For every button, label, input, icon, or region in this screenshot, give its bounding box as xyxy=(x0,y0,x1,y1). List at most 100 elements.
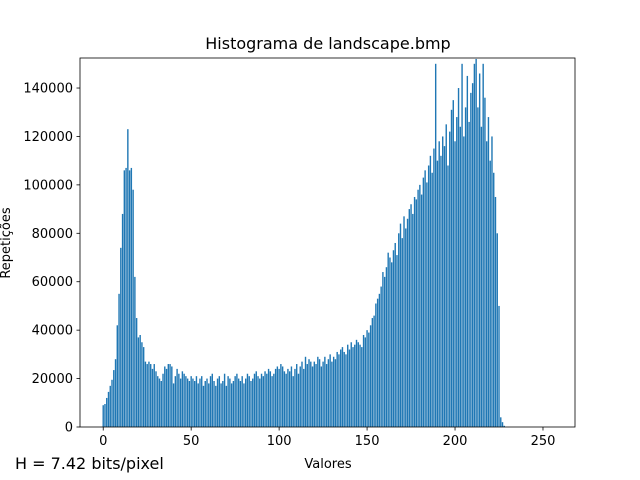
bar xyxy=(373,315,375,427)
bar xyxy=(368,332,370,427)
bar xyxy=(498,305,500,427)
bar xyxy=(174,376,177,427)
bar xyxy=(464,107,467,427)
bar xyxy=(419,184,421,427)
bar xyxy=(339,349,342,427)
bar xyxy=(236,373,238,427)
bar xyxy=(410,204,412,427)
bar xyxy=(287,368,289,427)
bar xyxy=(311,366,314,427)
bar xyxy=(144,361,147,427)
bar xyxy=(185,376,187,427)
bar xyxy=(186,378,189,427)
bar xyxy=(150,364,152,427)
bar xyxy=(158,378,161,427)
bar xyxy=(354,344,356,427)
bar xyxy=(401,238,403,427)
bar xyxy=(496,233,498,427)
bar xyxy=(146,364,148,427)
bar xyxy=(452,100,454,428)
bar xyxy=(153,364,155,427)
bar xyxy=(350,342,352,427)
bar xyxy=(106,397,108,427)
x-tick-label: 0 xyxy=(99,434,107,449)
bar xyxy=(257,376,259,427)
bar xyxy=(296,364,298,427)
bar xyxy=(359,344,361,427)
bar xyxy=(324,356,326,427)
bar xyxy=(347,344,349,427)
bar xyxy=(283,371,286,427)
bar xyxy=(477,107,479,427)
y-tick-label: 80000 xyxy=(32,227,73,242)
bar xyxy=(322,361,324,427)
bar xyxy=(142,347,145,427)
bar xyxy=(211,373,213,427)
bar xyxy=(123,170,126,428)
bar xyxy=(216,378,219,427)
bar xyxy=(501,422,504,427)
bar xyxy=(375,303,377,427)
bar xyxy=(491,136,493,427)
bar xyxy=(151,368,154,427)
bar xyxy=(202,385,205,427)
bar xyxy=(463,136,465,427)
bar xyxy=(417,189,419,427)
bar xyxy=(336,351,338,427)
bar xyxy=(329,354,331,427)
bar xyxy=(369,325,372,427)
bar xyxy=(155,371,157,427)
bar xyxy=(116,325,118,427)
bar xyxy=(480,126,483,427)
x-tick-label: 50 xyxy=(183,434,200,449)
bar xyxy=(450,109,453,427)
bar xyxy=(190,376,192,427)
bar xyxy=(165,368,168,427)
bar xyxy=(132,189,134,427)
bar xyxy=(457,88,460,427)
bar xyxy=(361,347,363,427)
y-tick-label: 120000 xyxy=(23,130,73,145)
bar xyxy=(183,373,185,427)
y-tick-label: 0 xyxy=(65,421,73,436)
bar xyxy=(213,380,215,427)
bar xyxy=(380,286,382,427)
bar xyxy=(449,131,451,427)
bar xyxy=(408,209,410,427)
bar xyxy=(442,136,444,427)
bar xyxy=(107,391,110,427)
bar xyxy=(485,141,488,428)
bar xyxy=(220,383,222,427)
bar xyxy=(201,376,203,427)
bar xyxy=(301,361,303,427)
bar xyxy=(364,337,367,427)
bar xyxy=(241,376,243,427)
bar xyxy=(215,385,217,427)
bar xyxy=(139,334,141,427)
bar xyxy=(454,141,456,428)
bar xyxy=(376,298,379,427)
bar xyxy=(227,376,229,427)
bar xyxy=(413,196,416,427)
bar xyxy=(167,364,170,427)
x-tick-label: 100 xyxy=(267,434,292,449)
bar xyxy=(412,213,414,427)
bar xyxy=(436,160,439,427)
bar xyxy=(487,117,490,428)
bar xyxy=(427,165,430,427)
bar xyxy=(385,267,388,427)
bar xyxy=(396,255,398,427)
bar xyxy=(405,228,407,427)
bar xyxy=(306,364,308,427)
bar xyxy=(325,364,328,427)
bar xyxy=(434,63,437,427)
bar xyxy=(160,380,162,427)
bar xyxy=(271,376,273,427)
bar xyxy=(320,366,323,427)
bar xyxy=(394,242,396,427)
bar xyxy=(102,405,104,427)
bar xyxy=(218,376,221,427)
x-axis-label: Valores xyxy=(304,457,351,472)
bar xyxy=(292,376,294,427)
bar xyxy=(195,376,198,427)
